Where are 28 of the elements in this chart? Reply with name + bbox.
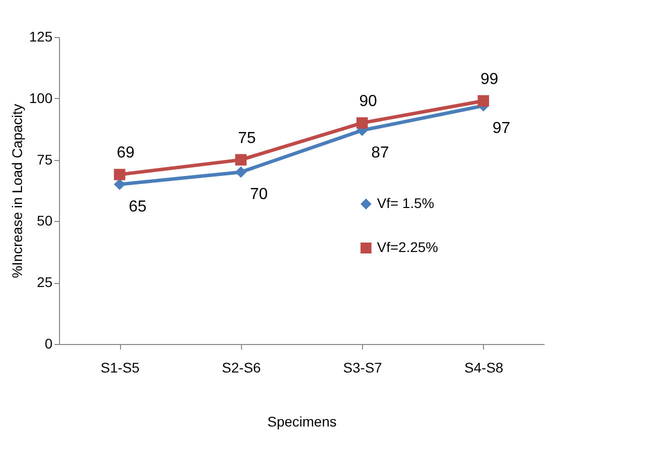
data-label: 65 — [128, 198, 147, 216]
point — [114, 168, 126, 180]
y-tick-label: 75 — [36, 151, 53, 168]
x-tick-label: S2-S6 — [222, 360, 262, 376]
x-tick-label: S1-S5 — [100, 360, 140, 376]
point — [235, 166, 247, 178]
point — [478, 95, 490, 107]
y-tick-label: 50 — [36, 212, 53, 229]
y-tick-label: 25 — [36, 274, 53, 290]
data-label: 70 — [250, 186, 268, 204]
x-tick-label: S3-S7 — [343, 360, 382, 376]
legend-label: Vf=2.25% — [377, 239, 438, 255]
point — [235, 154, 247, 166]
legend-label: Vf= 1.5% — [377, 195, 434, 211]
data-label: 90 — [359, 92, 378, 110]
y-tick-label: 100 — [29, 90, 53, 106]
data-label: 99 — [480, 70, 498, 88]
data-label: 75 — [238, 130, 256, 147]
y-tick-label: 0 — [44, 336, 53, 352]
data-label: 97 — [492, 120, 510, 137]
point — [114, 178, 126, 190]
y-axis-title: %Increase in Load Capacity — [9, 104, 26, 278]
y-tick-label: 125 — [29, 28, 53, 44]
x-axis-title: Specimens — [267, 414, 337, 430]
x-tick-label: S4-S8 — [464, 360, 504, 376]
point — [356, 117, 368, 129]
data-label: 87 — [371, 144, 390, 162]
data-label: 69 — [116, 144, 135, 162]
